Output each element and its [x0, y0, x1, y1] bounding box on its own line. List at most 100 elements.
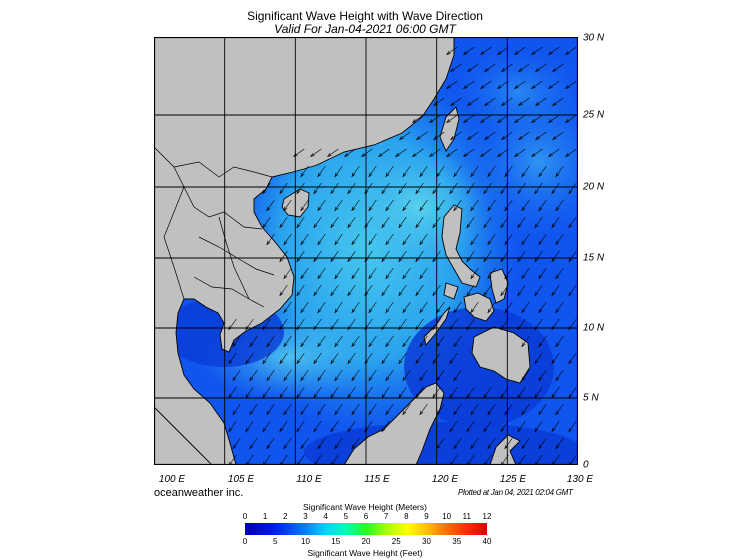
wave-arrow-head	[487, 274, 492, 280]
wave-arrow-head	[279, 257, 284, 263]
wave-arrow	[521, 369, 530, 381]
wave-arrow	[412, 148, 424, 157]
wave-arrow	[334, 335, 343, 347]
wave-arrow-head	[266, 444, 271, 450]
wave-arrow-head	[551, 291, 556, 297]
wave-arrow	[463, 114, 475, 123]
wave-arrow-head	[300, 410, 305, 416]
wave-arrow-head	[487, 410, 492, 416]
wave-arrow	[402, 199, 411, 211]
wave-arrow	[568, 284, 577, 296]
wave-arrow-head	[334, 308, 339, 314]
wave-arrow-head	[538, 274, 543, 280]
wave-arrow-head	[466, 291, 471, 297]
wave-arrow-head	[449, 68, 455, 73]
wave-arrow	[300, 335, 309, 347]
wave-arrow	[245, 454, 254, 465]
wave-arrow-head	[470, 206, 475, 212]
wave-arrow	[347, 352, 356, 364]
colorbar-meters-tick-2: 2	[283, 512, 288, 521]
wave-arrow-head	[564, 153, 570, 158]
plotted-timestamp: Plotted at Jan 04, 2021 02:04 GMT	[458, 488, 573, 497]
lat-tick-0: 0	[583, 459, 589, 471]
wave-arrow	[504, 165, 513, 177]
wave-arrow	[262, 216, 271, 228]
wave-arrow	[368, 403, 377, 415]
wave-arrow	[551, 250, 560, 262]
wave-arrow-head	[279, 291, 284, 297]
wave-arrow	[385, 267, 394, 279]
wave-arrow	[470, 403, 479, 415]
wave-arrow	[334, 267, 343, 279]
wave-arrow-head	[466, 68, 472, 73]
wave-arrow-head	[385, 342, 390, 348]
wave-arrow	[283, 369, 292, 381]
wave-arrow-head	[521, 444, 526, 450]
wave-arrow-head	[538, 444, 543, 450]
wave-arrow-head	[317, 410, 322, 416]
wave-arrow	[296, 420, 305, 432]
wave-arrow-head	[551, 102, 557, 107]
wave-arrow-head	[419, 376, 424, 382]
wave-arrow	[300, 267, 309, 279]
wave-arrow	[450, 63, 462, 72]
wave-arrow	[419, 233, 428, 245]
wave-arrow	[228, 386, 237, 398]
wave-arrow-head	[368, 172, 373, 178]
wave-arrow-head	[411, 119, 417, 124]
wave-arrow-head	[500, 291, 505, 297]
wave-arrow-head	[317, 444, 322, 450]
wave-arrow-head	[419, 410, 424, 416]
colorbar-meters-tick-0: 0	[242, 512, 248, 521]
wave-arrow-head	[479, 85, 485, 90]
wave-arrow	[317, 437, 326, 449]
wave-arrow	[449, 454, 458, 465]
borneo	[343, 382, 445, 465]
wave-arrow	[466, 386, 475, 398]
wave-arrow-head	[317, 308, 322, 314]
wave-arrow-head	[351, 274, 356, 280]
wave-arrow-head	[538, 308, 543, 314]
wave-arrow	[415, 284, 424, 296]
wave-arrow	[330, 284, 339, 296]
graticule	[154, 37, 578, 465]
wave-arrow-head	[534, 136, 540, 141]
wave-arrow-head	[470, 240, 475, 246]
wave-arrow-head	[521, 376, 526, 382]
wave-arrow	[466, 182, 475, 194]
wave-arrow	[398, 386, 407, 398]
wave-arrow-head	[351, 172, 356, 178]
wave-arrow-head	[249, 342, 254, 348]
wave-arrow	[347, 250, 356, 262]
lat-tick-20: 20 N	[583, 181, 605, 193]
wave-arrow-head	[249, 444, 254, 450]
wave-arrow-head	[385, 206, 390, 212]
wave-arrow	[300, 199, 309, 211]
wave-arrow-head	[462, 153, 468, 158]
wave-arrow	[381, 420, 390, 432]
wave-arrow-head	[534, 223, 539, 229]
wave-arrow	[534, 182, 543, 194]
wave-arrow	[249, 335, 258, 347]
wave-arrow	[249, 437, 258, 449]
wave-arrow-head	[419, 342, 424, 348]
wave-arrow-head	[381, 189, 386, 195]
wave-arrow-head	[330, 427, 335, 433]
wave-arrow-head	[249, 410, 254, 416]
wave-arrow	[368, 199, 377, 211]
wave-arrow	[514, 80, 526, 89]
wave-arrow	[327, 148, 339, 157]
wave-arrow	[518, 63, 530, 72]
wave-arrow-head	[483, 257, 488, 263]
wave-arrow	[381, 386, 390, 398]
wave-arrow	[568, 420, 577, 432]
wave-arrow-head	[534, 291, 539, 297]
wave-arrow-head	[232, 342, 237, 348]
wave-arrow-head	[453, 410, 458, 416]
wave-arrow-head	[483, 291, 488, 297]
wave-arrow-head	[513, 51, 519, 56]
wave-arrow-head	[300, 376, 305, 382]
wave-arrow	[483, 284, 492, 296]
wave-arrow	[334, 301, 343, 313]
wave-arrow	[568, 454, 577, 465]
